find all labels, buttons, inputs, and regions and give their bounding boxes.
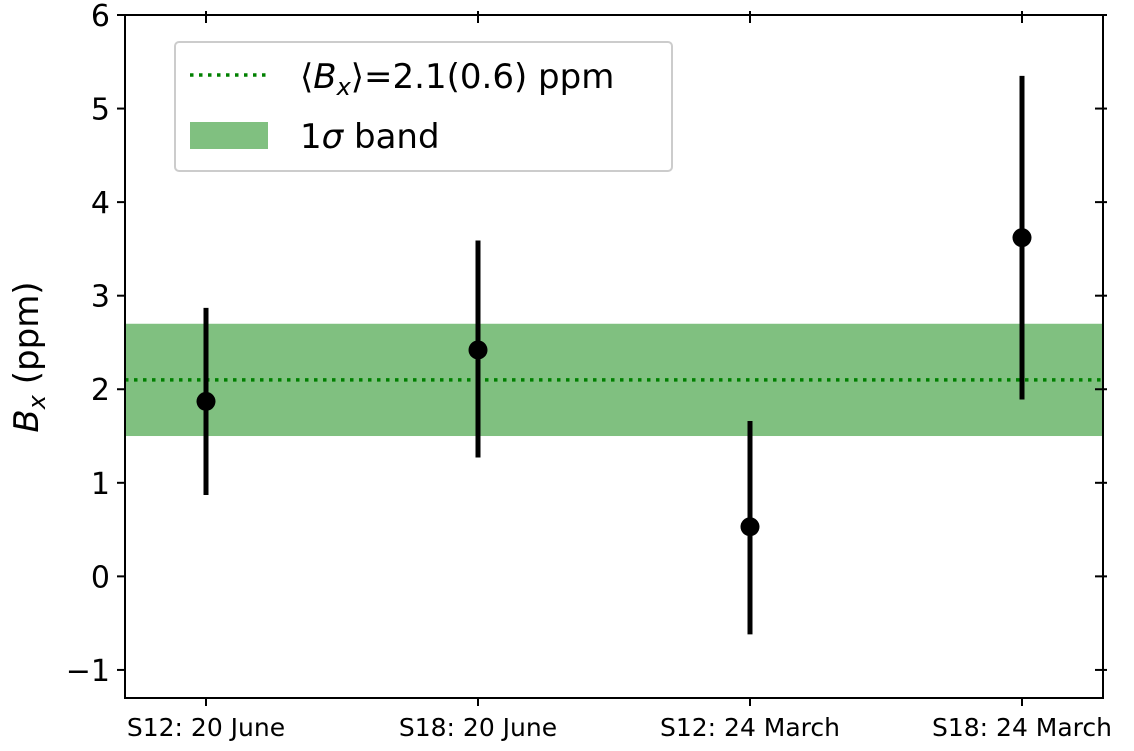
x-ticks-layer: S12: 20 June S18: 20 June S12: 24 March S18… (127, 11, 1112, 742)
axes-layer (124, 14, 1104, 699)
data-point-1 (468, 340, 488, 360)
legend-band-symbol: σ (322, 117, 345, 157)
y-axis-label-symbol: B (7, 409, 47, 432)
y-axis-label-subscript: x (23, 394, 51, 410)
ytick-label-2: 1 (91, 467, 110, 502)
ytick-label-5: 4 (91, 186, 110, 221)
data-point-0 (196, 391, 216, 411)
xtick-label-3: S18: 24 March (932, 713, 1112, 742)
y-axis-label-unit: (ppm) (7, 281, 47, 395)
legend-band-suffix: band (343, 117, 439, 157)
ytick-label-3: 2 (91, 373, 110, 408)
ytick-label-7: 6 (91, 0, 110, 34)
legend-mean-subscript: x (336, 73, 352, 101)
ytick-label-4: 3 (91, 280, 110, 315)
xtick-label-0: S12: 20 June (127, 713, 285, 742)
data-point-2 (740, 517, 760, 537)
y-axis-label: Bx (ppm) (7, 281, 51, 432)
data-point-3 (1012, 228, 1032, 248)
points-layer (196, 228, 1032, 537)
legend-band-prefix: 1 (300, 117, 322, 157)
legend-mean-prefix: ⟨ (300, 57, 313, 97)
y-ticks-layer: −1 0 1 2 3 4 5 6 (66, 0, 1107, 689)
legend-frame (174, 41, 673, 172)
legend: ⟨Bx⟩=2.1(0.6) ppm 1σ band (174, 41, 673, 172)
xtick-label-1: S18: 20 June (399, 713, 557, 742)
legend-entry-band: 1σ band (300, 117, 440, 157)
xtick-label-2: S12: 24 March (660, 713, 840, 742)
ytick-label-0: −1 (66, 654, 110, 689)
ytick-label-1: 0 (91, 560, 110, 595)
legend-band-swatch (190, 122, 268, 149)
y-axis-label-group: Bx (ppm) (7, 281, 51, 432)
plot-frame (124, 14, 1104, 699)
legend-mean-symbol: B (313, 57, 336, 97)
legend-mean-suffix: ⟩=2.1(0.6) ppm (351, 57, 615, 97)
ytick-label-6: 5 (91, 93, 110, 128)
legend-entry-mean: ⟨Bx⟩=2.1(0.6) ppm (300, 57, 614, 101)
